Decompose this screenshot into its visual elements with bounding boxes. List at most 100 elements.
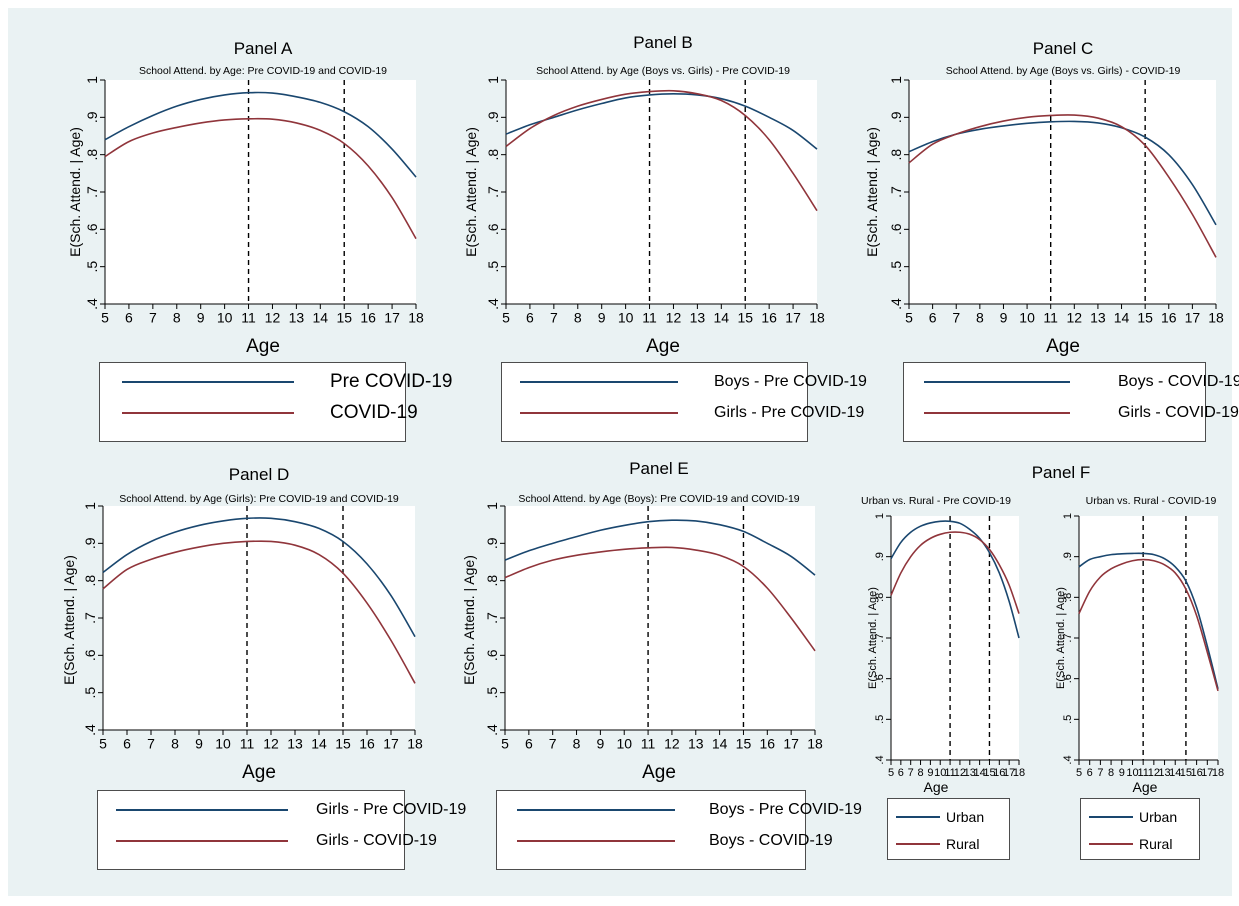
panel-f2-y-tick-label: .5: [1062, 715, 1074, 724]
panel-f1-heading: Panel F: [1032, 463, 1091, 482]
panel-c-x-tick-label: 12: [1067, 310, 1083, 326]
legend-swatch: [517, 840, 675, 842]
panel-e-x-tick-label: 6: [525, 736, 533, 752]
panel-b-x-tick-label: 16: [761, 310, 777, 326]
panel-b-x-tick-label: 9: [598, 310, 606, 326]
panel-f1-series-line-2: [890, 531, 1020, 614]
panel-c-legend: Boys - COVID-19 Girls - COVID-19: [903, 362, 1239, 442]
panel-d-x-tick-label: 18: [407, 736, 423, 752]
legend-label: Rural: [1139, 836, 1173, 852]
panel-e-x-tick-label: 14: [712, 736, 728, 752]
panel-f1-legend: Urban Rural: [887, 798, 1010, 860]
panel-d-x-tick-label: 11: [240, 736, 255, 752]
panel-d-y-axis-label: E(Sch. Attend. | Age): [61, 555, 77, 685]
panel-a-x-tick-label: 9: [197, 310, 205, 326]
panel-e-x-tick-label: 15: [736, 736, 752, 752]
panel-f2-y-tick-label: .4: [1062, 755, 1074, 764]
panel-f1-plot-area: [891, 516, 1019, 760]
panel-c-x-tick-label: 13: [1090, 310, 1106, 326]
panel-b-x-tick-label: 12: [666, 310, 682, 326]
panel-c-y-tick-label: .8: [888, 149, 904, 161]
panel-a-x-axis-label: Age: [246, 336, 280, 357]
legend-swatch: [520, 381, 678, 383]
panel-e-y-tick-label: .5: [484, 687, 500, 699]
panel-a-y-tick-label: .7: [84, 186, 100, 198]
panel-b-y-tick-label: .6: [485, 223, 501, 235]
panel-b-x-tick-label: 18: [809, 310, 825, 326]
panel-b-y-axis-label: E(Sch. Attend. | Age): [463, 127, 479, 257]
panel-f2-legend: Urban Rural: [1080, 798, 1200, 860]
panel-f2-series-line-2: [1078, 558, 1219, 692]
panel-f1-x-tick-label: 16: [993, 767, 1005, 779]
panel-f1-x-tick-label: 6: [898, 767, 904, 779]
panel-b-series-line-2: [505, 89, 818, 212]
legend-entry: Boys - COVID-19: [904, 372, 1239, 392]
panel-f2-x-tick-label: 12: [1148, 767, 1160, 779]
panel-e-x-tick-label: 12: [664, 736, 680, 752]
legend-swatch: [1089, 843, 1133, 845]
panel-a-x-tick-label: 16: [360, 310, 376, 326]
panel-f1-y-tick-label: .4: [874, 755, 886, 764]
panel-f2-x-tick-label: 7: [1097, 767, 1103, 779]
panel-f2-x-tick-label: 9: [1119, 767, 1125, 779]
panel-e-y-tick-label: .9: [484, 537, 500, 549]
legend-entry: Girls - COVID-19: [98, 831, 437, 851]
legend-entry: Pre COVID-19: [100, 372, 452, 392]
panel-f1-y-tick-label: .9: [874, 552, 886, 561]
panel-f1-x-tick-label: 15: [983, 767, 995, 779]
panel-a-x-tick-label: 10: [217, 310, 233, 326]
panel-b-plot-area: [506, 80, 817, 304]
panel-c-x-tick-label: 11: [1043, 310, 1058, 326]
legend-swatch: [924, 381, 1070, 383]
panel-b-x-tick-label: 8: [574, 310, 582, 326]
legend-swatch: [896, 816, 940, 818]
panel-b-y-tick-label: .4: [485, 298, 501, 310]
panel-e-y-tick-label: .7: [484, 612, 500, 624]
panel-e-x-axis-label: Age: [642, 762, 676, 783]
legend-swatch: [122, 412, 294, 414]
panel-e-series-line-2: [504, 546, 816, 652]
panel-f1-x-tick-label: 8: [917, 767, 923, 779]
legend-swatch: [520, 412, 678, 414]
panel-f2-y-tick-label: .7: [1062, 633, 1074, 642]
panel-d-plot-area: [103, 506, 415, 730]
legend-entry: Boys - Pre COVID-19: [497, 800, 862, 820]
panel-c-heading: Panel C: [1033, 39, 1093, 58]
legend-label: Boys - COVID-19: [709, 832, 833, 849]
legend-label: Girls - COVID-19: [316, 832, 437, 849]
panel-c-y-tick-label: 1: [888, 76, 904, 84]
legend-label: Urban: [946, 809, 985, 825]
panel-d-x-tick-label: 16: [359, 736, 375, 752]
panel-c-x-tick-label: 8: [976, 310, 984, 326]
legend-entry: Girls - Pre COVID-19: [98, 800, 466, 820]
panel-f1-y-tick-label: 1: [874, 513, 886, 519]
panel-f2-x-tick-label: 5: [1076, 767, 1082, 779]
panel-f2-x-tick-label: 14: [1169, 767, 1181, 779]
figure-svg: Panel A School Attend. by Age: Pre COVID-…: [61, 33, 1224, 795]
legend-entry: Rural: [1081, 834, 1199, 854]
panel-e-y-axis-label: E(Sch. Attend. | Age): [461, 555, 477, 685]
panel-c-x-tick-label: 18: [1208, 310, 1224, 326]
panel-d-y-tick-label: .5: [82, 687, 98, 699]
panel-a-x-tick-label: 7: [149, 310, 157, 326]
panel-a-y-tick-label: 1: [84, 76, 100, 84]
panel-e-y-tick-label: .6: [484, 649, 500, 661]
panel-f2-series-line-1: [1078, 552, 1219, 690]
panel-b-x-tick-label: 17: [785, 310, 801, 326]
panel-c-y-tick-label: .6: [888, 223, 904, 235]
legend-swatch: [122, 381, 294, 383]
panel-f2-y-tick-label: .6: [1062, 674, 1074, 683]
panel-f1-y-tick-label: .7: [874, 633, 886, 642]
panel-c-x-tick-label: 16: [1161, 310, 1177, 326]
legend-label: Boys - Pre COVID-19: [709, 801, 862, 818]
panel-e-heading: Panel E: [629, 459, 689, 478]
panel-b-subtitle: School Attend. by Age (Boys vs. Girls) -…: [536, 65, 790, 77]
legend-entry: Girls - COVID-19: [904, 403, 1239, 423]
panel-f2-y-tick-label: .9: [1062, 552, 1074, 561]
figure-panel: Panel A School Attend. by Age: Pre COVID-…: [8, 8, 1239, 896]
panel-f1-y-tick-label: .8: [874, 593, 886, 602]
panel-c-y-tick-label: .7: [888, 186, 904, 198]
panel-d-series-line-1: [102, 517, 416, 638]
panel-a-x-tick-label: 18: [408, 310, 424, 326]
panel-d-x-tick-label: 15: [335, 736, 351, 752]
